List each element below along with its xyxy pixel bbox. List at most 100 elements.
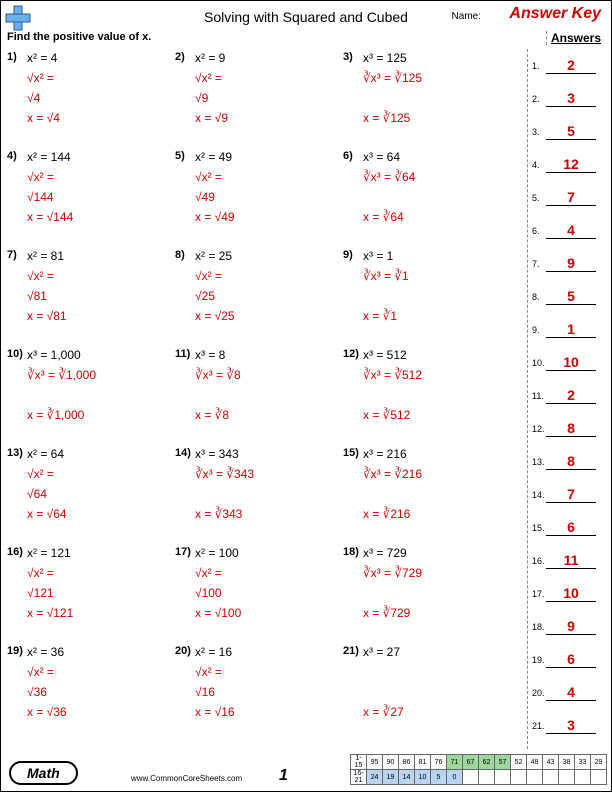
solution-step: x = √121 [27, 606, 73, 620]
problem: 1)x² = 4√x² =√4x = √4 [7, 49, 167, 141]
answer-value: 7 [546, 189, 596, 206]
answer-row: 20.4 [532, 676, 605, 709]
problem-number: 14) [175, 447, 191, 459]
answer-row: 9.1 [532, 313, 605, 346]
problem-equation: x² = 49 [195, 150, 232, 164]
answer-row: 2.3 [532, 82, 605, 115]
problem-equation: x³ = 64 [363, 150, 400, 164]
answer-number: 3. [532, 127, 546, 137]
solution-step: √9 [195, 91, 208, 105]
answer-value: 11 [546, 552, 596, 569]
solution-step: √x² = [195, 269, 222, 283]
solution-step: √x² = [195, 71, 222, 85]
problem-number: 1) [7, 51, 17, 63]
solution-step: √x² = [27, 269, 54, 283]
solution-step: x = ∛1 [363, 309, 397, 323]
solution-step: x = √36 [27, 705, 67, 719]
problem: 8)x² = 25√x² =√25x = √25 [175, 247, 335, 339]
score-cell [543, 770, 559, 785]
subject-badge: Math [9, 761, 78, 785]
answer-number: 14. [532, 490, 546, 500]
solution-step: √x² = [27, 467, 54, 481]
problem: 17)x² = 100√x² =√100x = √100 [175, 544, 335, 636]
answer-value: 2 [546, 387, 596, 404]
problem-number: 16) [7, 546, 23, 558]
solution-step: x = √100 [195, 606, 241, 620]
answer-value: 4 [546, 222, 596, 239]
score-cell: 76 [431, 755, 447, 770]
score-cell: 95 [367, 755, 383, 770]
problem-number: 21) [343, 645, 359, 657]
answer-number: 16. [532, 556, 546, 566]
score-cell: 19 [383, 770, 399, 785]
answer-number: 17. [532, 589, 546, 599]
problem: 15)x³ = 216∛x³ = ∛216x = ∛216 [343, 445, 503, 537]
score-cell: 86 [399, 755, 415, 770]
answer-value: 7 [546, 486, 596, 503]
answer-value: 6 [546, 519, 596, 536]
problem-equation: x³ = 8 [195, 348, 225, 362]
answer-row: 1.2 [532, 49, 605, 82]
worksheet-page: Solving with Squared and Cubed Name: Ans… [0, 0, 612, 792]
problem: 20)x² = 16√x² =√16x = √16 [175, 643, 335, 735]
answer-row: 21.3 [532, 709, 605, 742]
answer-number: 6. [532, 226, 546, 236]
answer-value: 1 [546, 321, 596, 338]
solution-step: √36 [27, 685, 47, 699]
answer-number: 5. [532, 193, 546, 203]
score-cell [463, 770, 479, 785]
solution-step: √144 [27, 190, 54, 204]
problem: 19)x² = 36√x² =√36x = √36 [7, 643, 167, 735]
solution-step: √16 [195, 685, 215, 699]
score-label: 1-15 [351, 755, 367, 770]
answer-number: 12. [532, 424, 546, 434]
source-url: www.CommonCoreSheets.com [131, 774, 242, 783]
solution-step: x = ∛64 [363, 210, 404, 224]
problem-equation: x³ = 216 [363, 447, 407, 461]
page-number: 1 [279, 767, 288, 785]
answer-row: 6.4 [532, 214, 605, 247]
answer-row: 13.8 [532, 445, 605, 478]
answer-value: 5 [546, 123, 596, 140]
solution-step: √81 [27, 289, 47, 303]
solution-step: √x² = [27, 71, 54, 85]
problem: 6)x³ = 64∛x³ = ∛64x = ∛64 [343, 148, 503, 240]
problem: 2)x² = 9√x² =√9x = √9 [175, 49, 335, 141]
problem: 14)x³ = 343∛x³ = ∛343x = ∛343 [175, 445, 335, 537]
answer-number: 20. [532, 688, 546, 698]
score-cell: 43 [543, 755, 559, 770]
score-cell: 0 [447, 770, 463, 785]
answers-heading: Answers [546, 31, 601, 45]
problem-number: 7) [7, 249, 17, 261]
answer-row: 5.7 [532, 181, 605, 214]
answer-value: 4 [546, 684, 596, 701]
answer-value: 9 [546, 255, 596, 272]
problem: 10)x³ = 1,000∛x³ = ∛1,000x = ∛1,000 [7, 346, 167, 438]
answer-number: 11. [532, 391, 546, 401]
answer-row: 3.5 [532, 115, 605, 148]
answer-row: 19.6 [532, 643, 605, 676]
answer-row: 14.7 [532, 478, 605, 511]
solution-step: x = √144 [27, 210, 73, 224]
problem: 12)x³ = 512∛x³ = ∛512x = ∛512 [343, 346, 503, 438]
problem-number: 10) [7, 348, 23, 360]
answer-value: 10 [546, 585, 596, 602]
score-cell: 33 [575, 755, 591, 770]
answer-value: 3 [546, 90, 596, 107]
problem-number: 3) [343, 51, 353, 63]
problem-equation: x² = 81 [27, 249, 64, 263]
score-cell [591, 770, 607, 785]
problem-equation: x² = 144 [27, 150, 71, 164]
answer-number: 18. [532, 622, 546, 632]
solution-step: x = √25 [195, 309, 235, 323]
problems-grid: 1)x² = 4√x² =√4x = √42)x² = 9√x² =√9x = … [7, 49, 507, 749]
score-cell: 57 [495, 755, 511, 770]
solution-step: x = √16 [195, 705, 235, 719]
problem-equation: x² = 4 [27, 51, 57, 65]
problem-equation: x² = 16 [195, 645, 232, 659]
answer-row: 8.5 [532, 280, 605, 313]
problem-number: 17) [175, 546, 191, 558]
problem-equation: x³ = 343 [195, 447, 239, 461]
answer-row: 17.10 [532, 577, 605, 610]
problem-number: 5) [175, 150, 185, 162]
